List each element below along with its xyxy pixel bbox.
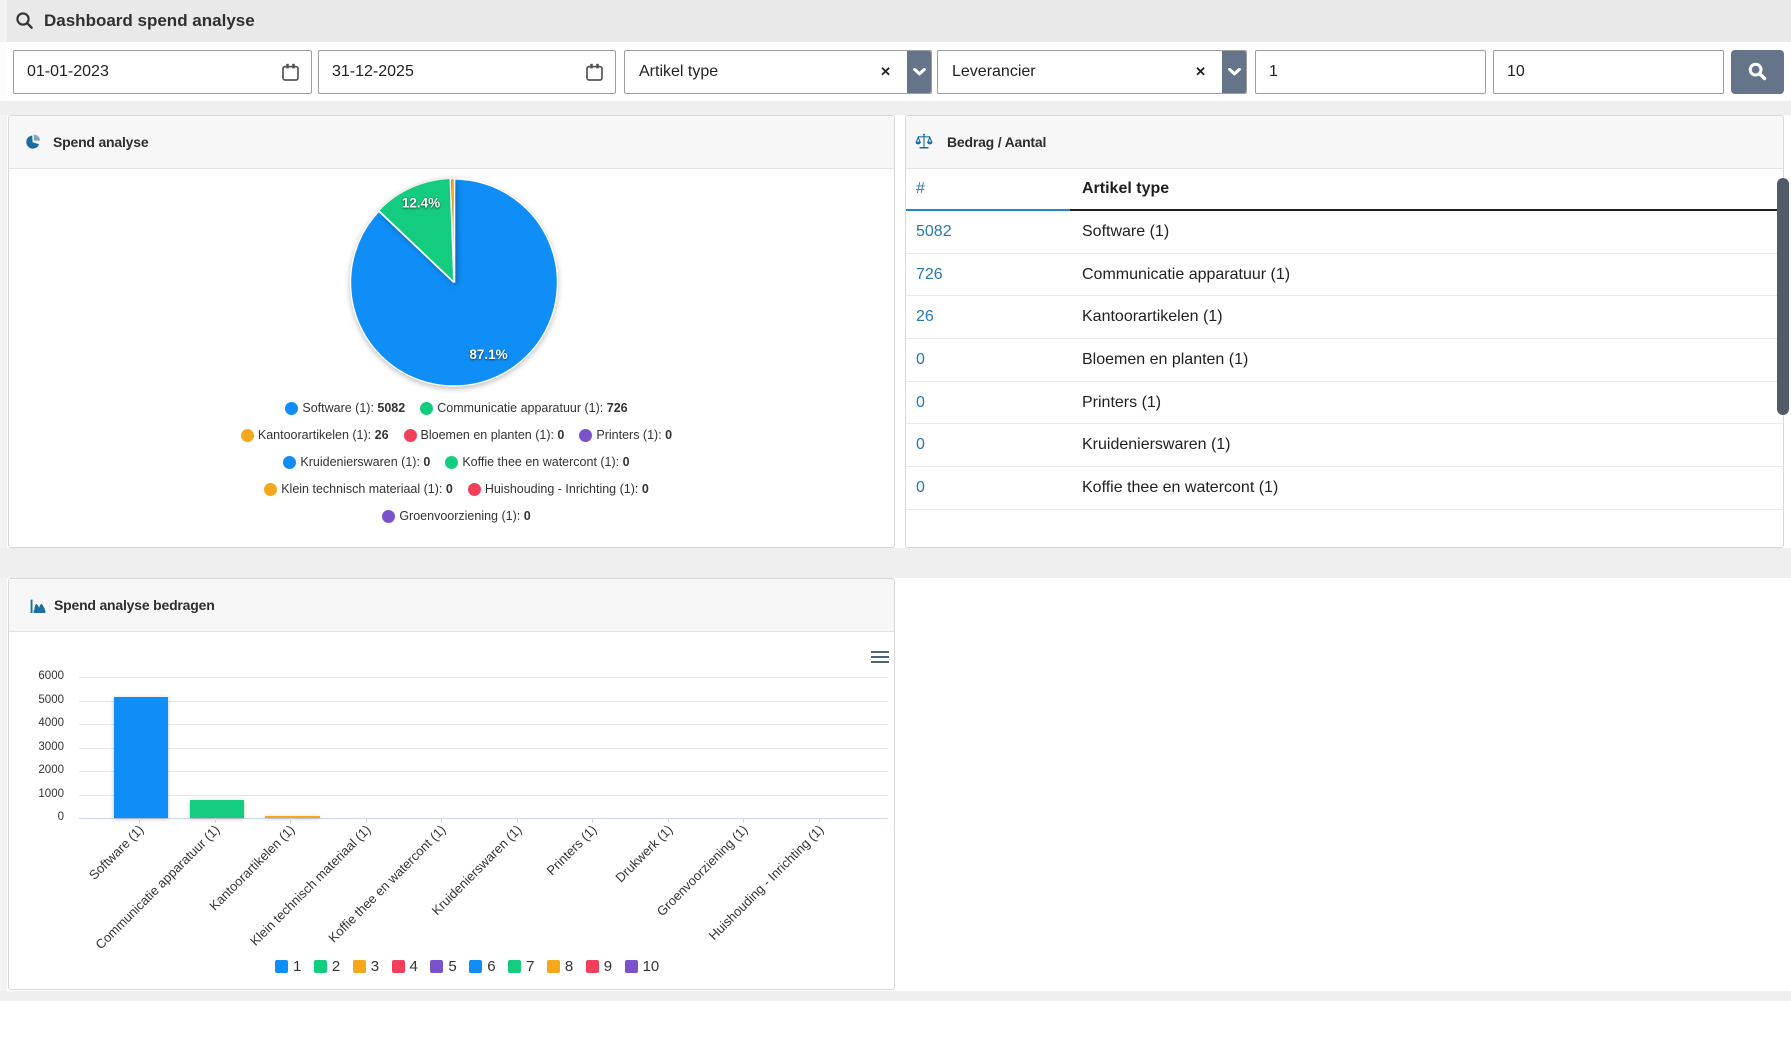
svg-text:12.4%: 12.4%	[402, 196, 440, 211]
svg-text:87.1%: 87.1%	[469, 347, 507, 362]
